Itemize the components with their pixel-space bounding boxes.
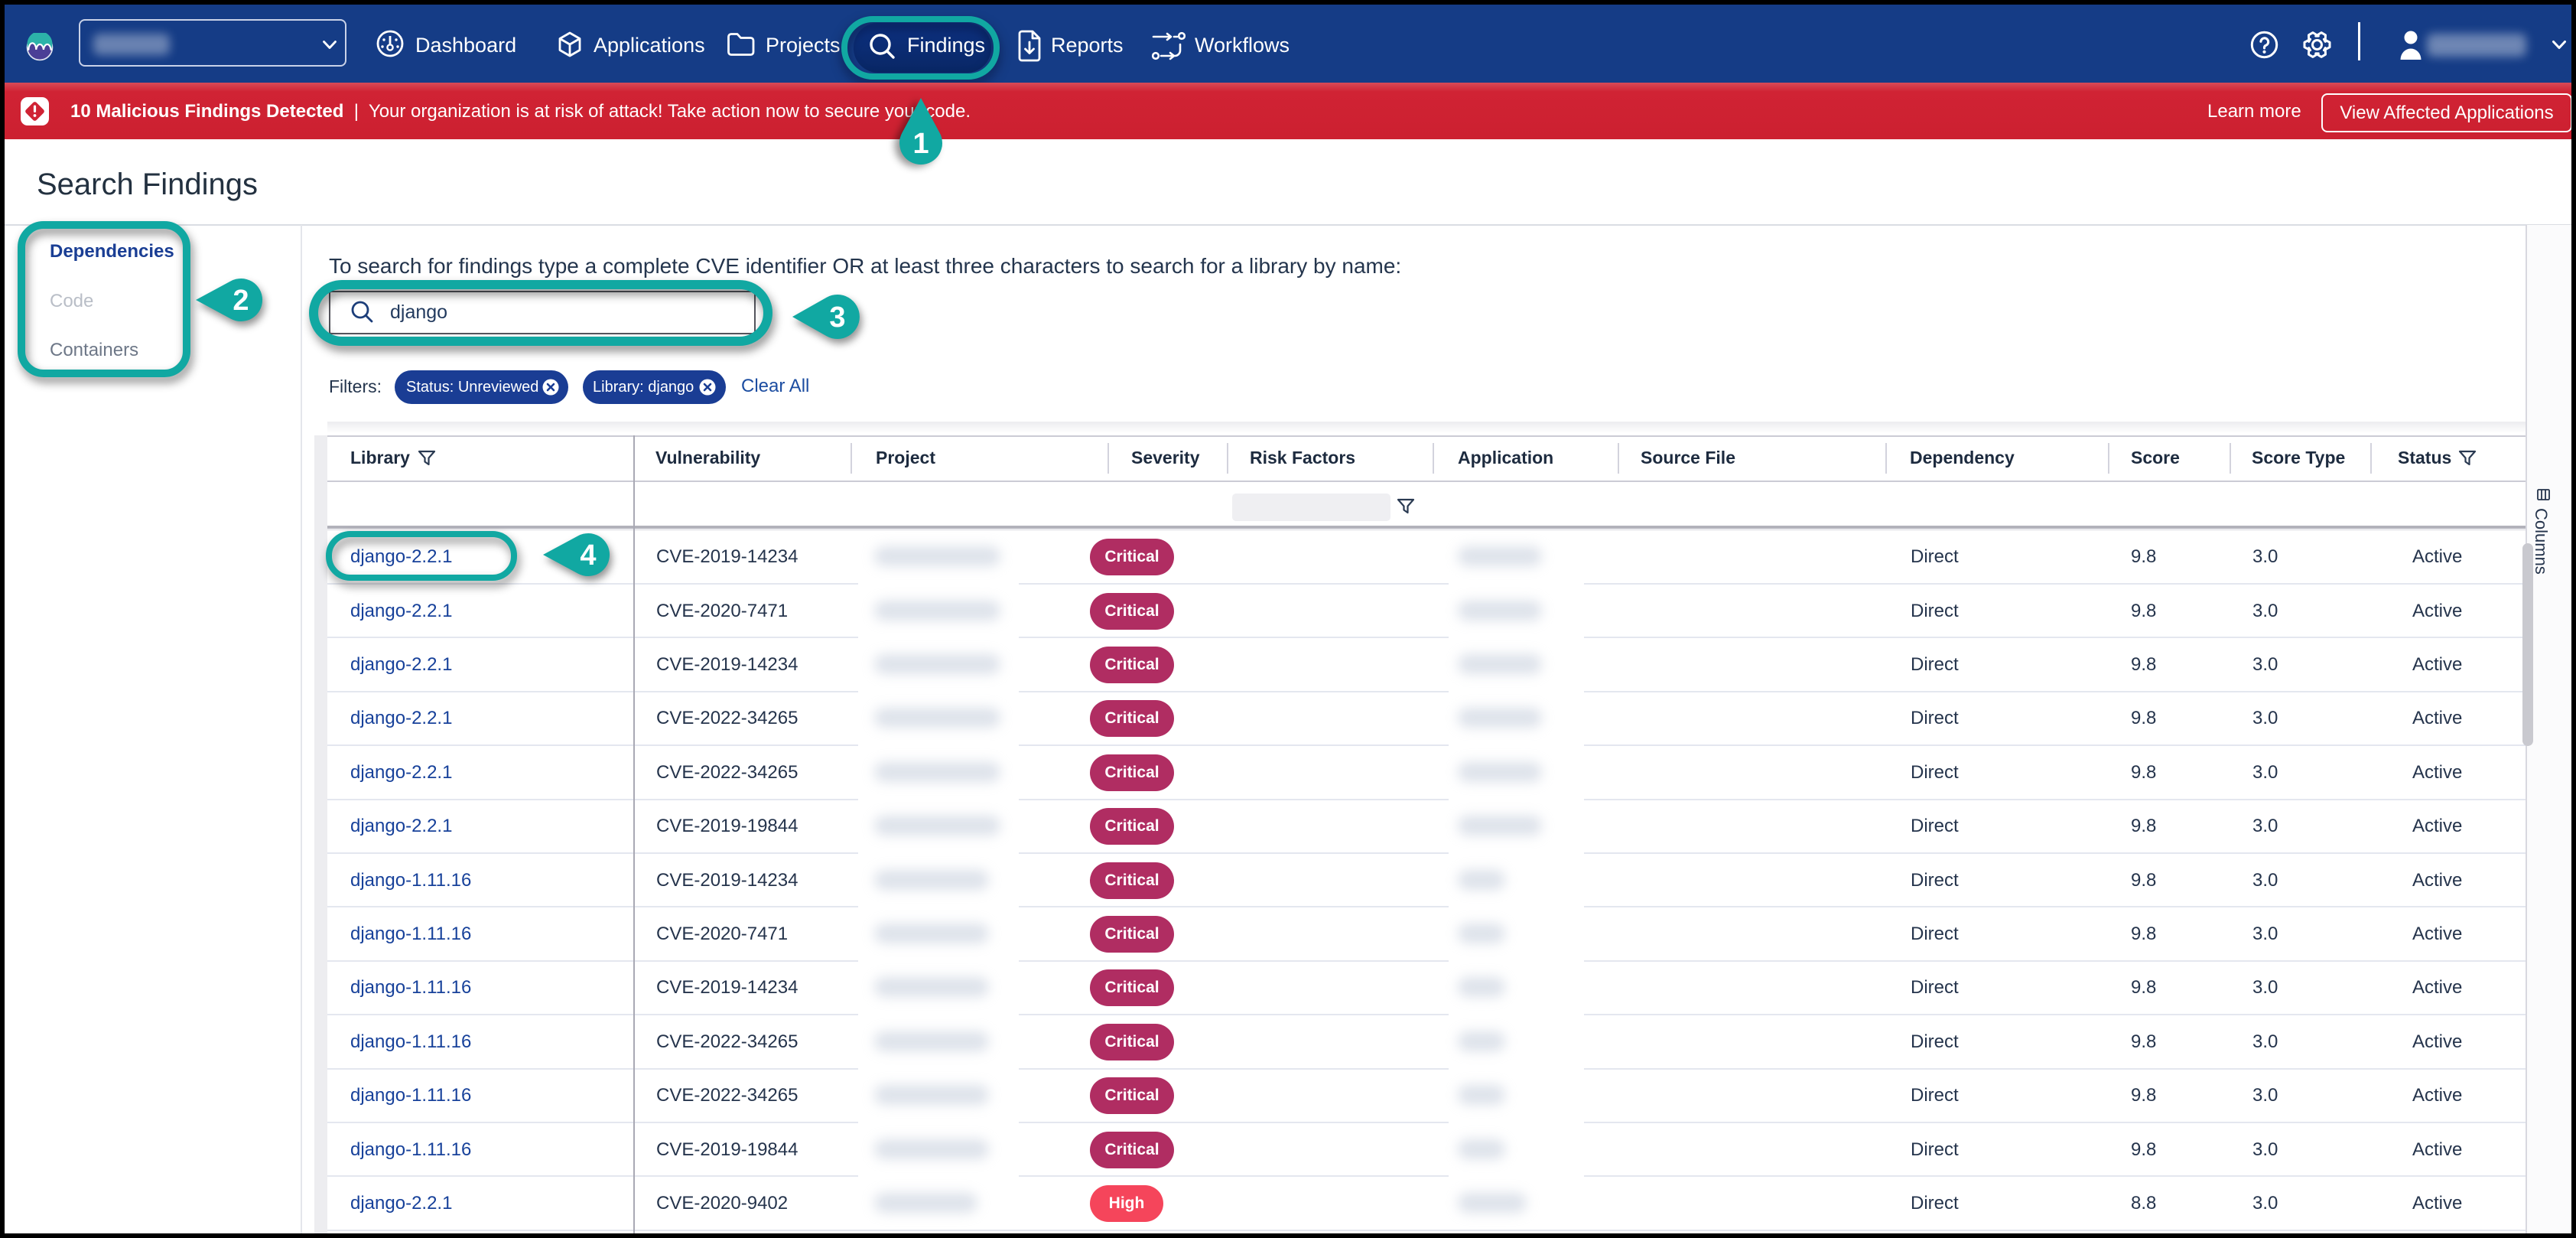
svg-text:2: 2 (233, 285, 249, 317)
svg-text:1: 1 (912, 128, 929, 160)
svg-text:4: 4 (580, 539, 596, 572)
svg-text:3: 3 (829, 301, 845, 334)
